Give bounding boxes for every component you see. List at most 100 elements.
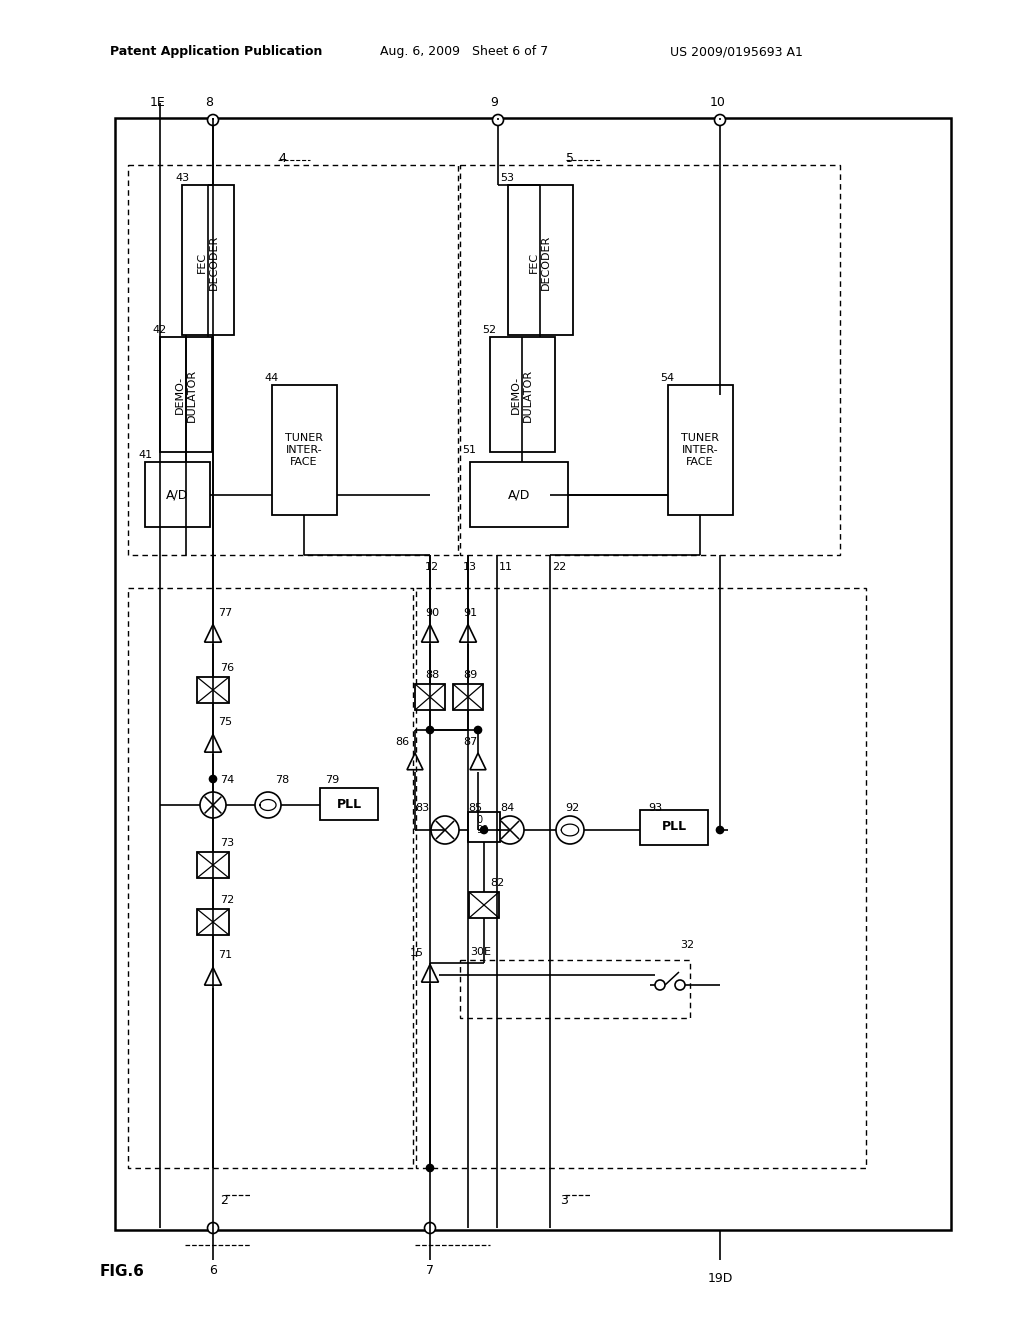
Text: 78: 78 bbox=[275, 775, 289, 785]
Text: TUNER
INTER-
FACE: TUNER INTER- FACE bbox=[285, 433, 323, 466]
Text: FEC
DECODER: FEC DECODER bbox=[529, 235, 551, 289]
Text: 54: 54 bbox=[660, 374, 674, 383]
Text: 22: 22 bbox=[552, 562, 566, 572]
Circle shape bbox=[208, 115, 218, 125]
Text: PLL: PLL bbox=[662, 821, 686, 833]
Text: DEMO-
DULATOR: DEMO- DULATOR bbox=[175, 368, 197, 421]
Bar bbox=[640, 810, 708, 845]
Circle shape bbox=[255, 792, 281, 818]
Text: 15: 15 bbox=[410, 948, 424, 958]
Text: 82: 82 bbox=[490, 878, 504, 888]
Circle shape bbox=[427, 726, 433, 734]
Circle shape bbox=[655, 979, 665, 990]
Circle shape bbox=[425, 1222, 435, 1233]
Text: 19D: 19D bbox=[708, 1271, 733, 1284]
Bar bbox=[668, 385, 733, 515]
Bar bbox=[197, 851, 229, 878]
Text: 7: 7 bbox=[426, 1263, 434, 1276]
Text: Aug. 6, 2009   Sheet 6 of 7: Aug. 6, 2009 Sheet 6 of 7 bbox=[380, 45, 548, 58]
Text: 30E: 30E bbox=[470, 946, 490, 957]
Circle shape bbox=[210, 776, 216, 783]
Text: 83: 83 bbox=[415, 803, 429, 813]
Bar bbox=[145, 462, 210, 527]
Bar bbox=[460, 960, 690, 1018]
Text: A/D: A/D bbox=[166, 488, 188, 502]
Text: 10: 10 bbox=[710, 96, 726, 110]
Text: 51: 51 bbox=[462, 445, 476, 455]
Text: 12: 12 bbox=[425, 562, 439, 572]
Text: 79: 79 bbox=[325, 775, 339, 785]
Text: 42: 42 bbox=[152, 325, 166, 335]
Bar bbox=[128, 165, 458, 554]
Circle shape bbox=[715, 115, 725, 125]
Bar bbox=[468, 812, 500, 842]
Circle shape bbox=[556, 816, 584, 843]
Text: TUNER
INTER-
FACE: TUNER INTER- FACE bbox=[681, 433, 719, 466]
Text: 52: 52 bbox=[482, 325, 496, 335]
Text: PLL: PLL bbox=[337, 797, 361, 810]
Circle shape bbox=[474, 726, 481, 734]
Circle shape bbox=[480, 826, 487, 833]
Text: 8: 8 bbox=[205, 96, 213, 110]
Text: 11: 11 bbox=[499, 562, 513, 572]
Text: 75: 75 bbox=[218, 717, 232, 727]
Text: DEMO-
DULATOR: DEMO- DULATOR bbox=[511, 368, 532, 421]
Text: 5: 5 bbox=[566, 152, 574, 165]
Bar bbox=[128, 587, 413, 1168]
Text: 74: 74 bbox=[220, 775, 234, 785]
Circle shape bbox=[717, 826, 724, 833]
Text: US 2009/0195693 A1: US 2009/0195693 A1 bbox=[670, 45, 803, 58]
Text: 3: 3 bbox=[560, 1193, 568, 1206]
Text: 4: 4 bbox=[278, 152, 286, 165]
Text: 84: 84 bbox=[500, 803, 514, 813]
Bar bbox=[272, 385, 337, 515]
Bar bbox=[490, 337, 555, 451]
Circle shape bbox=[200, 792, 226, 818]
Text: 73: 73 bbox=[220, 838, 234, 847]
Bar bbox=[469, 892, 499, 917]
Text: Patent Application Publication: Patent Application Publication bbox=[110, 45, 323, 58]
Text: 13: 13 bbox=[463, 562, 477, 572]
Bar bbox=[319, 788, 378, 820]
Bar bbox=[160, 337, 212, 451]
Text: A/D: A/D bbox=[508, 488, 530, 502]
Text: 72: 72 bbox=[220, 895, 234, 906]
Text: 90: 90 bbox=[476, 825, 488, 836]
Text: 53: 53 bbox=[500, 173, 514, 183]
Text: 90: 90 bbox=[425, 609, 439, 618]
Text: 44: 44 bbox=[264, 374, 279, 383]
Text: 77: 77 bbox=[218, 609, 232, 618]
Text: 88: 88 bbox=[425, 671, 439, 680]
Text: 43: 43 bbox=[175, 173, 189, 183]
Bar bbox=[197, 677, 229, 704]
Text: 85: 85 bbox=[468, 803, 482, 813]
Text: 41: 41 bbox=[138, 450, 153, 459]
Circle shape bbox=[427, 1164, 433, 1172]
Text: 89: 89 bbox=[463, 671, 477, 680]
Text: 6: 6 bbox=[209, 1263, 217, 1276]
Text: 87: 87 bbox=[463, 737, 477, 747]
Bar bbox=[197, 909, 229, 935]
Circle shape bbox=[496, 816, 524, 843]
Text: 92: 92 bbox=[565, 803, 580, 813]
Circle shape bbox=[208, 1222, 218, 1233]
Text: 1E: 1E bbox=[150, 96, 166, 110]
Bar bbox=[460, 165, 840, 554]
Circle shape bbox=[493, 115, 504, 125]
Bar bbox=[182, 185, 234, 335]
Text: 32: 32 bbox=[680, 940, 694, 950]
Bar bbox=[470, 462, 568, 527]
Text: 9: 9 bbox=[490, 96, 498, 110]
Bar bbox=[453, 684, 483, 710]
Text: FIG.6: FIG.6 bbox=[100, 1265, 144, 1279]
Text: 2: 2 bbox=[220, 1193, 228, 1206]
Bar bbox=[415, 684, 445, 710]
Text: 91: 91 bbox=[463, 609, 477, 618]
Bar bbox=[416, 587, 866, 1168]
Bar bbox=[508, 185, 573, 335]
Text: 86: 86 bbox=[395, 737, 410, 747]
Text: 71: 71 bbox=[218, 950, 232, 960]
Text: FEC
DECODER: FEC DECODER bbox=[198, 235, 219, 289]
Text: 93: 93 bbox=[648, 803, 663, 813]
Bar bbox=[115, 117, 951, 1230]
